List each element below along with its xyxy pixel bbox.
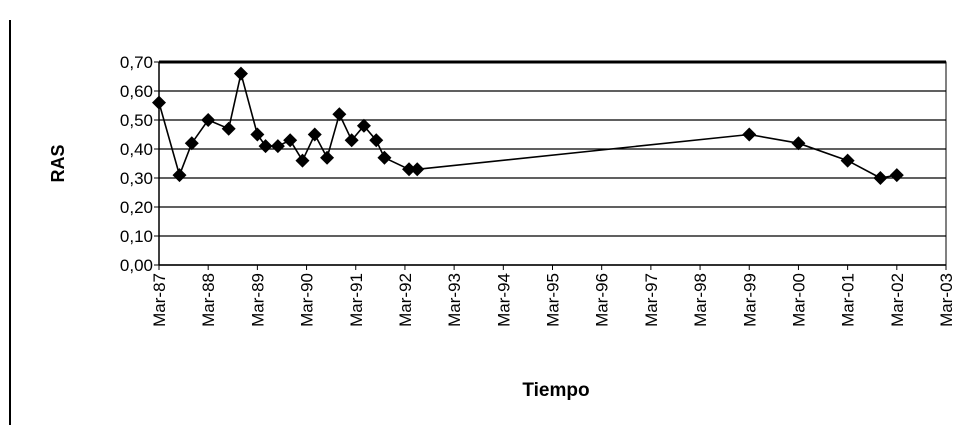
x-tick-label-7: Mar-94	[494, 273, 513, 327]
data-point-6	[250, 127, 265, 142]
data-point-13	[332, 107, 347, 122]
data-point-17	[377, 150, 392, 165]
x-tick-label-11: Mar-98	[691, 273, 710, 327]
data-point-18	[402, 162, 417, 177]
x-tick-label-1: Mar-88	[199, 273, 218, 327]
data-point-2	[184, 136, 199, 151]
x-tick-label-16: Mar-03	[937, 273, 956, 327]
data-point-15	[356, 118, 371, 133]
data-point-1	[172, 168, 187, 183]
data-point-9	[283, 133, 298, 148]
x-tick-label-10: Mar-97	[642, 273, 661, 327]
data-point-19	[410, 162, 425, 177]
x-axis-title: Tiempo	[522, 380, 589, 401]
left-border-line	[9, 20, 11, 425]
x-tick-label-0: Mar-87	[150, 273, 169, 327]
y-tick-label-1: 0,10	[120, 227, 153, 246]
y-tick-label-2: 0,20	[120, 198, 153, 217]
data-point-23	[873, 171, 888, 185]
data-point-0	[152, 95, 166, 110]
x-tick-label-3: Mar-90	[298, 273, 317, 327]
data-point-11	[307, 127, 322, 142]
y-axis-title: RAS	[48, 144, 68, 182]
data-point-7	[258, 139, 273, 154]
x-tick-label-6: Mar-93	[445, 273, 464, 327]
y-tick-label-0: 0,00	[120, 256, 153, 275]
data-point-22	[840, 153, 855, 168]
x-tick-label-8: Mar-95	[544, 273, 563, 327]
data-point-8	[270, 139, 285, 154]
y-tick-label-3: 0,30	[120, 169, 153, 188]
x-tick-label-2: Mar-89	[248, 273, 267, 327]
data-point-12	[320, 150, 335, 165]
x-tick-label-4: Mar-91	[347, 273, 366, 327]
data-point-20	[742, 127, 757, 142]
x-tick-label-9: Mar-96	[593, 273, 612, 327]
data-point-4	[221, 121, 236, 136]
x-tick-label-13: Mar-00	[789, 273, 808, 327]
y-tick-label-7: 0,70	[120, 53, 153, 72]
x-tick-label-15: Mar-02	[888, 273, 907, 327]
data-point-10	[295, 153, 310, 168]
data-point-5	[233, 66, 248, 81]
x-tick-label-12: Mar-99	[740, 273, 759, 327]
x-tick-label-5: Mar-92	[396, 273, 415, 327]
data-point-3	[201, 113, 216, 127]
x-tick-label-14: Mar-01	[839, 273, 858, 327]
y-tick-label-5: 0,50	[120, 111, 153, 130]
plot-area	[158, 61, 947, 266]
y-tick-label-4: 0,40	[120, 140, 153, 159]
data-point-21	[791, 136, 806, 151]
data-point-16	[369, 133, 384, 148]
series-line-0	[158, 73, 897, 179]
data-point-14	[344, 133, 359, 148]
data-point-24	[889, 168, 904, 183]
y-tick-label-6: 0,60	[120, 82, 153, 101]
